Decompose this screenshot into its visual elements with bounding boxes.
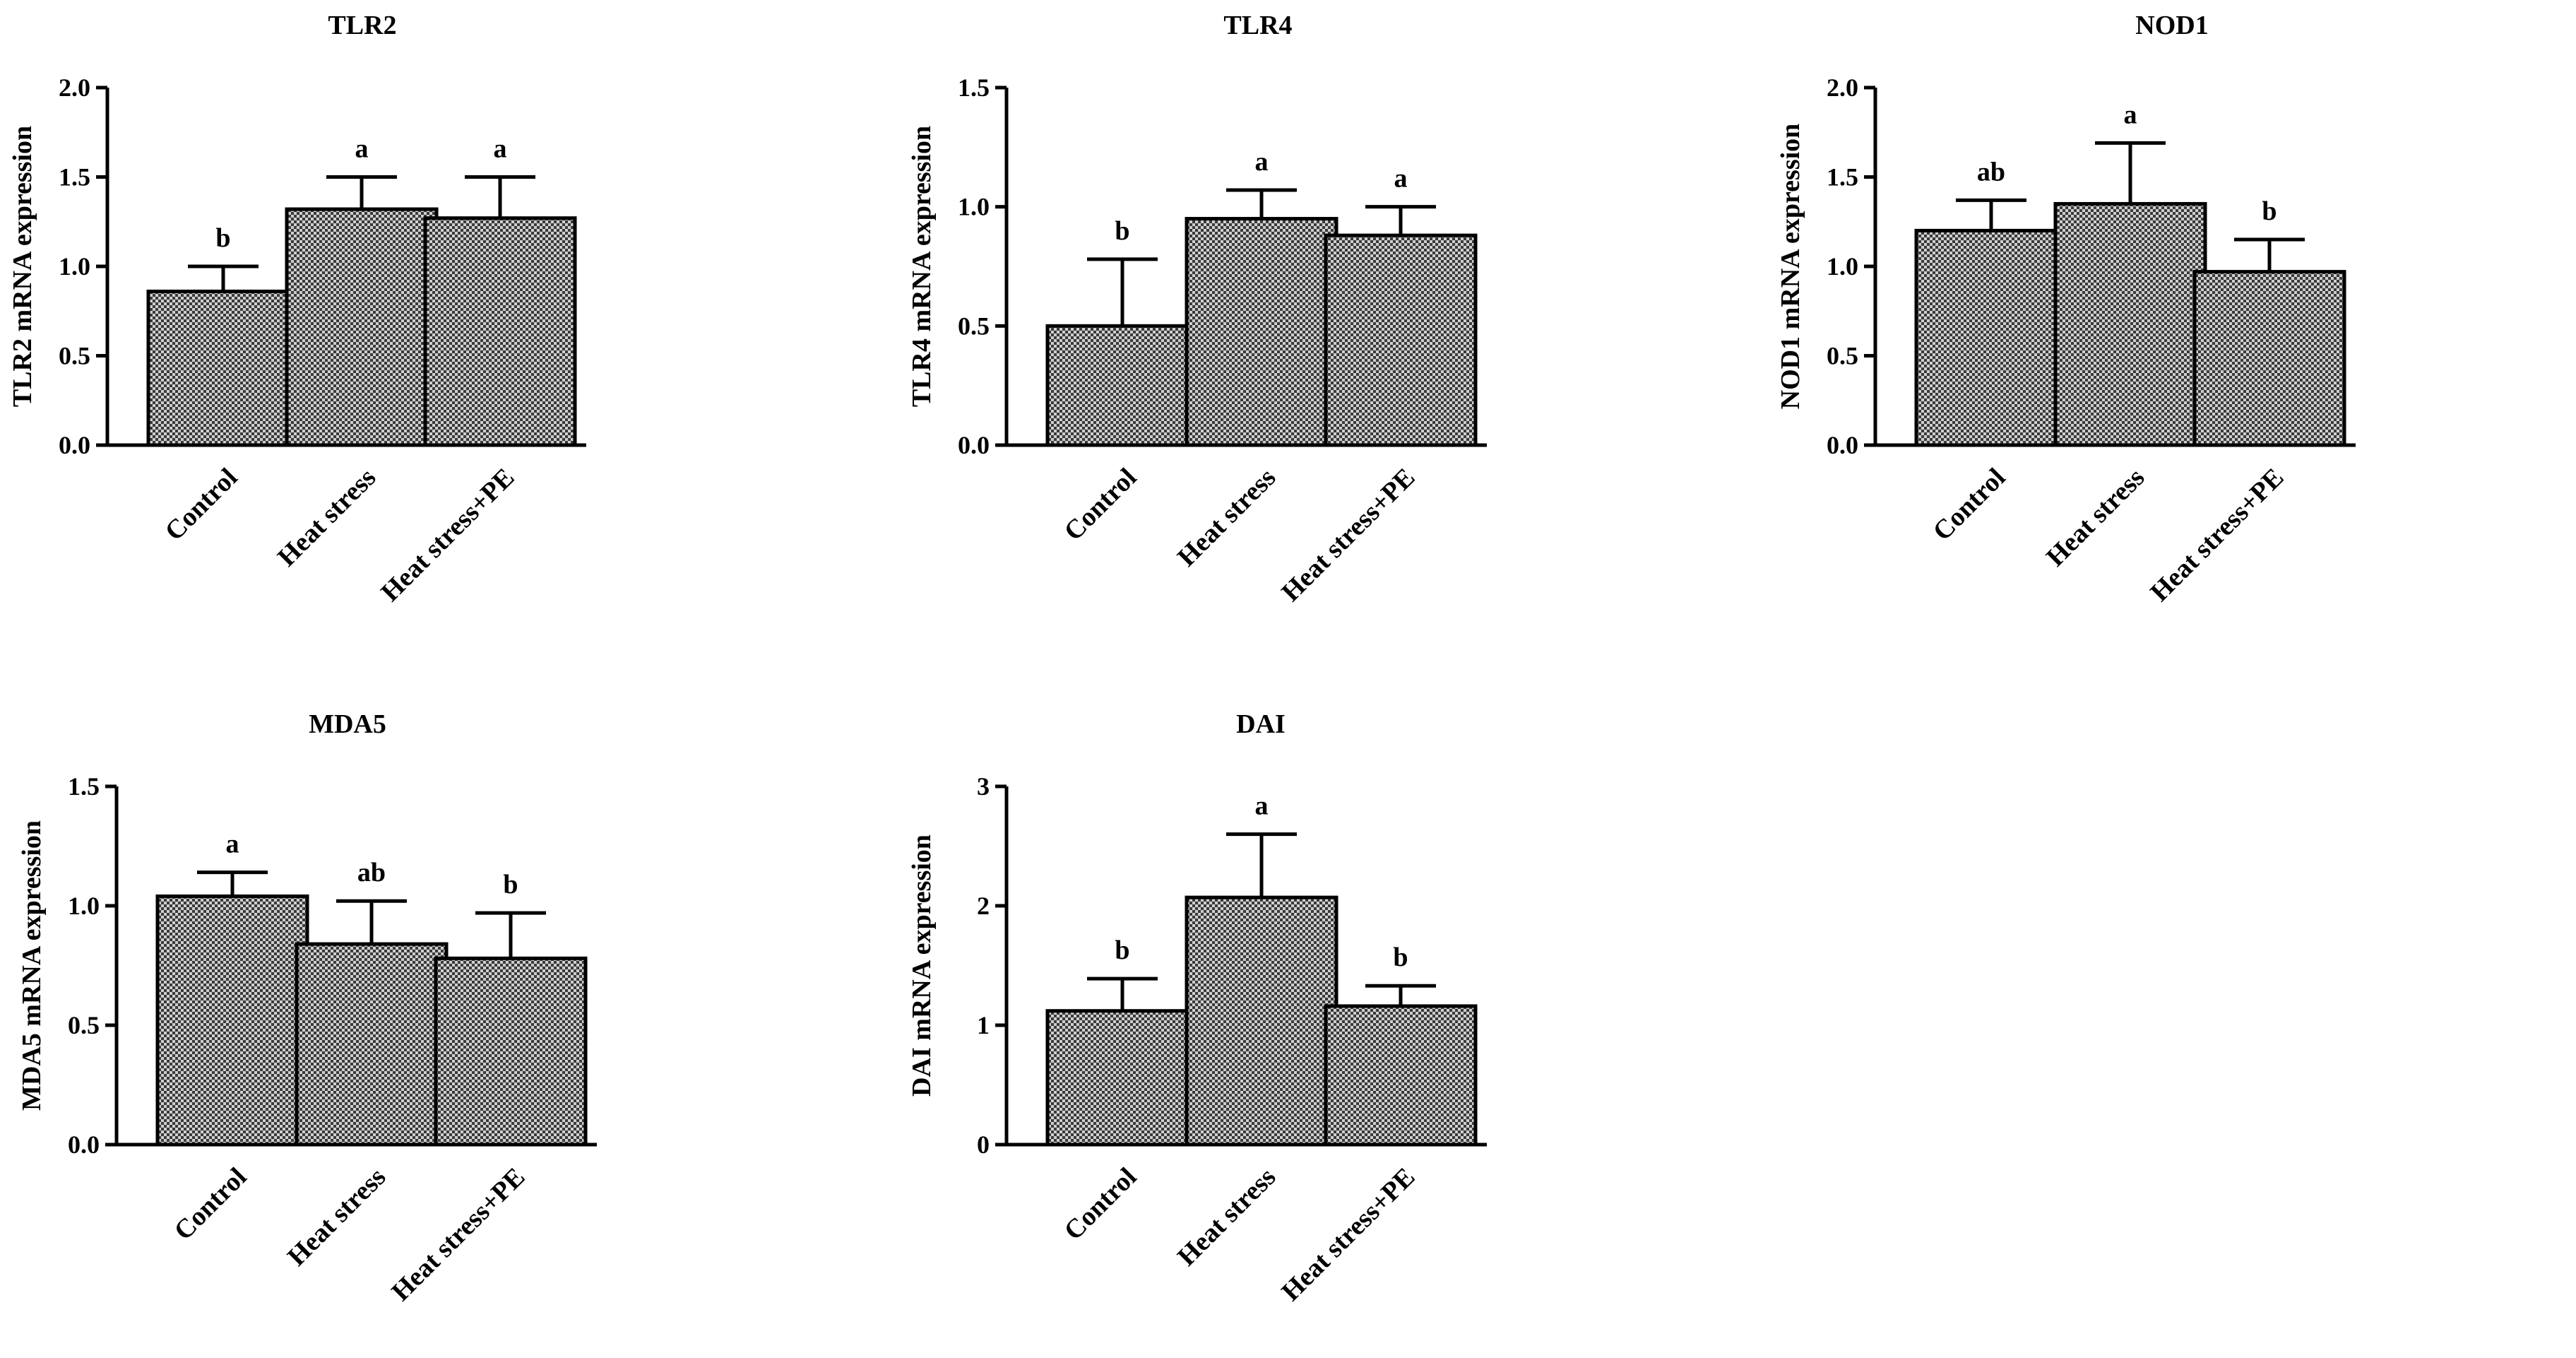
- x-tick-label-mda5-control: Control: [169, 1162, 253, 1246]
- significance-letter-dai-heat-stress-pe: b: [1393, 943, 1408, 972]
- chart-title-dai: DAI: [1236, 709, 1286, 739]
- y-tick-label-mda5-2: 1.0: [68, 892, 100, 920]
- chart-tlr4: TLR4 TLR4 mRNA expression 0.0 0.5 1.0 1.5 b Con…: [907, 11, 1487, 608]
- chart-tlr2: TLR2 TLR2 mRNA expression 0.0 0.5 1.0 1.5 2.0 b…: [8, 11, 586, 608]
- significance-letter-nod1-control: ab: [1977, 157, 2005, 187]
- significance-letter-tlr4-control: b: [1115, 216, 1129, 246]
- y-tick-label-mda5-1: 0.5: [68, 1011, 100, 1039]
- x-tick-label-nod1-heat-stress: Heat stress: [2041, 463, 2150, 572]
- significance-letter-nod1-heat-stress-pe: b: [2262, 196, 2277, 226]
- chart-nod1: NOD1 NOD1 mRNA expression 0.0 0.5 1.0 1.5 2.0 a…: [1776, 11, 2356, 608]
- bar-nod1-control: [1914, 228, 2068, 447]
- y-tick-label-tlr2-0: 0.0: [59, 431, 90, 459]
- x-tick-label-mda5-heat-stress: Heat stress: [282, 1162, 391, 1272]
- x-tick-label-dai-heat-stress: Heat stress: [1172, 1162, 1281, 1272]
- x-tick-label-nod1-heat-stress-pe: Heat stress+PE: [2144, 463, 2289, 608]
- y-tick-label-tlr4-2: 1.0: [958, 193, 990, 221]
- y-tick-label-dai-2: 2: [977, 892, 990, 920]
- y-tick-label-tlr2-4: 2.0: [59, 73, 90, 102]
- x-tick-label-dai-control: Control: [1059, 1162, 1143, 1246]
- y-tick-label-tlr4-0: 0.0: [958, 431, 990, 459]
- y-tick-label-dai-1: 1: [977, 1011, 990, 1039]
- significance-letter-nod1-heat-stress: a: [2124, 100, 2137, 129]
- significance-letter-mda5-heat-stress: ab: [357, 858, 386, 887]
- significance-letter-mda5-control: a: [226, 829, 239, 859]
- y-tick-label-mda5-0: 0.0: [68, 1130, 100, 1159]
- y-tick-label-tlr4-1: 0.5: [958, 312, 990, 340]
- bar-tlr4-control: [1045, 324, 1199, 447]
- chart-mda5: MDA5 MDA5 mRNA expression 0.0 0.5 1.0 1.5 a Con…: [17, 709, 597, 1307]
- y-tick-label-nod1-4: 2.0: [1827, 73, 1858, 102]
- bar-tlr2-control: [146, 289, 300, 447]
- x-tick-label-nod1-control: Control: [1928, 463, 2012, 547]
- y-tick-label-tlr2-2: 1.0: [59, 252, 90, 281]
- y-axis-label-mda5: MDA5 mRNA expression: [17, 820, 47, 1111]
- bar-dai-heat-stress: [1185, 895, 1339, 1147]
- chart-title-tlr4: TLR4: [1223, 11, 1292, 40]
- x-tick-label-tlr2-heat-stress-pe: Heat stress+PE: [375, 463, 520, 608]
- y-tick-label-mda5-3: 1.5: [68, 772, 100, 801]
- significance-letter-tlr4-heat-stress: a: [1255, 147, 1269, 177]
- bar-dai-control: [1045, 1009, 1199, 1147]
- y-tick-label-nod1-1: 0.5: [1827, 342, 1858, 370]
- y-tick-label-dai-0: 0: [977, 1130, 990, 1159]
- chart-title-tlr2: TLR2: [328, 11, 396, 40]
- chart-title-nod1: NOD1: [2135, 11, 2208, 40]
- bar-tlr4-heat-stress-pe: [1324, 233, 1478, 447]
- bar-tlr4-heat-stress: [1185, 217, 1339, 447]
- y-axis-label-tlr2: TLR2 mRNA expression: [8, 126, 37, 407]
- bar-tlr2-heat-stress-pe: [423, 216, 577, 447]
- y-tick-label-dai-3: 3: [977, 772, 990, 801]
- y-axis-label-nod1: NOD1 mRNA expression: [1776, 124, 1805, 410]
- significance-letter-dai-control: b: [1115, 935, 1129, 965]
- significance-letter-tlr2-heat-stress: a: [355, 134, 369, 164]
- bar-nod1-heat-stress: [2053, 201, 2207, 447]
- x-tick-label-tlr4-control: Control: [1059, 463, 1143, 547]
- x-tick-label-tlr2-heat-stress: Heat stress: [272, 463, 381, 572]
- y-tick-label-tlr2-1: 0.5: [59, 342, 90, 370]
- bar-tlr2-heat-stress: [285, 207, 439, 447]
- significance-letter-dai-heat-stress: a: [1255, 791, 1269, 821]
- x-tick-label-tlr2-control: Control: [160, 463, 244, 547]
- x-tick-label-dai-heat-stress-pe: Heat stress+PE: [1276, 1162, 1420, 1307]
- y-axis-label-dai: DAI mRNA expression: [907, 834, 937, 1097]
- significance-letter-mda5-heat-stress-pe: b: [503, 870, 518, 899]
- significance-letter-tlr2-heat-stress-pe: a: [494, 134, 507, 164]
- bar-dai-heat-stress-pe: [1324, 1004, 1478, 1147]
- significance-letter-tlr4-heat-stress-pe: a: [1394, 164, 1408, 194]
- x-tick-label-tlr4-heat-stress-pe: Heat stress+PE: [1276, 463, 1420, 608]
- y-tick-label-tlr4-3: 1.5: [958, 73, 990, 102]
- y-tick-label-nod1-3: 1.5: [1827, 163, 1858, 191]
- bar-mda5-control: [155, 894, 309, 1147]
- chart-title-mda5: MDA5: [309, 709, 386, 739]
- y-tick-label-nod1-0: 0.0: [1827, 431, 1858, 459]
- bar-mda5-heat-stress-pe: [434, 956, 588, 1147]
- y-tick-label-nod1-2: 1.0: [1827, 252, 1858, 281]
- significance-letter-tlr2-control: b: [215, 223, 230, 253]
- x-tick-label-mda5-heat-stress-pe: Heat stress+PE: [386, 1162, 530, 1307]
- bar-nod1-heat-stress-pe: [2192, 270, 2346, 447]
- x-tick-label-tlr4-heat-stress: Heat stress: [1172, 463, 1281, 572]
- chart-dai: DAI DAI mRNA expression 0 1 2 3 b Control a Heat …: [907, 709, 1487, 1307]
- y-tick-label-tlr2-3: 1.5: [59, 163, 90, 191]
- bar-mda5-heat-stress: [295, 942, 449, 1147]
- y-axis-label-tlr4: TLR4 mRNA expression: [907, 126, 937, 407]
